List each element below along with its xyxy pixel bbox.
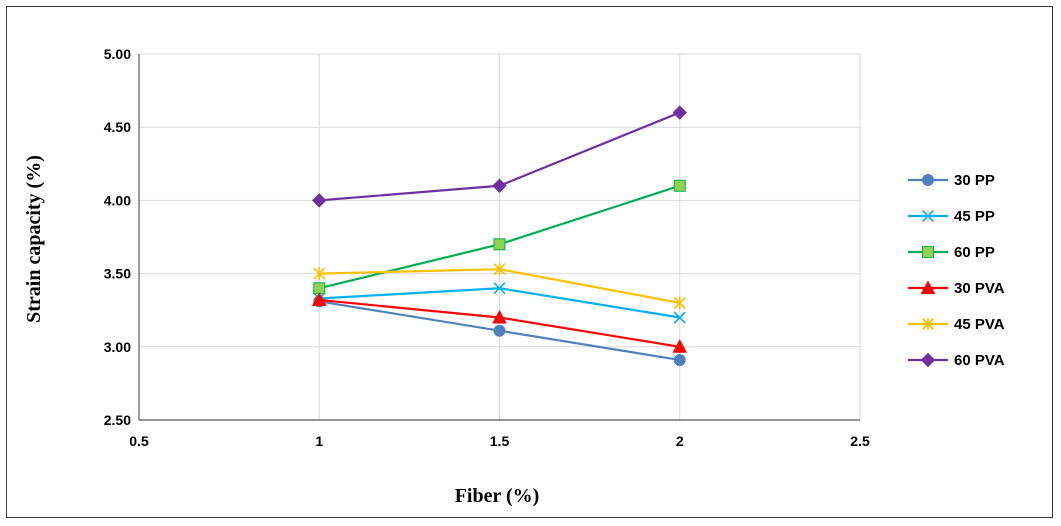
chart-frame (6, 6, 1053, 518)
gridlines (139, 53, 861, 420)
legend-item-30-pva: 30 PVA (908, 280, 1005, 297)
x-tick-label: 1.5 (490, 433, 510, 449)
x-axis-title: Fiber (%) (455, 485, 540, 507)
legend-item-45-pva: 45 PVA (908, 316, 1005, 333)
data-point-60-pva (312, 193, 327, 208)
y-tick-label: 2.50 (104, 412, 131, 428)
legend-item-60-pva: 60 PVA (908, 352, 1005, 369)
y-tick-labels: 2.50 3.00 3.50 4.00 4.50 5.00 (104, 46, 131, 428)
legend-label: 60 PP (954, 244, 995, 261)
legend-marker (922, 246, 934, 258)
series-45-pp (313, 282, 686, 324)
series-45-pva (313, 262, 686, 310)
legend-marker (920, 280, 936, 294)
x-tick-label: 0.5 (129, 433, 149, 449)
data-point-60-pp (493, 238, 506, 251)
legend: 30 PP 45 PP 60 PP 30 PVA 45 PVA 60 PVA (908, 172, 1005, 369)
data-point-30-pp (673, 353, 686, 366)
y-tick-label: 5.00 (104, 46, 131, 62)
data-point-60-pp (673, 179, 686, 192)
legend-label: 45 PP (954, 208, 995, 225)
data-point-30-pva (492, 309, 507, 324)
data-point-45-pp (493, 282, 506, 295)
series-30-pva (311, 292, 688, 353)
y-tick-label: 3.00 (104, 339, 131, 355)
y-tick-label: 4.00 (104, 192, 131, 208)
legend-item-30-pp: 30 PP (908, 172, 995, 189)
data-point-45-pp (673, 311, 686, 324)
legend-marker (920, 352, 936, 368)
data-point-45-pva (313, 267, 326, 281)
legend-marker (921, 317, 935, 331)
data-point-45-pva (493, 262, 506, 276)
legend-label: 60 PVA (954, 352, 1005, 369)
legend-label: 30 PVA (954, 280, 1005, 297)
x-tick-label: 2.5 (850, 433, 870, 449)
legend-label: 30 PP (954, 172, 995, 189)
y-tick-label: 3.50 (104, 266, 131, 282)
x-tick-label: 2 (676, 433, 684, 449)
data-point-60-pp (313, 282, 326, 295)
x-tick-labels: 0.5 1 1.5 2 2.5 (129, 433, 870, 449)
data-point-60-pva (672, 105, 687, 120)
x-tick-label: 1 (315, 433, 323, 449)
series-60-pva (312, 105, 687, 208)
y-axis-title: Strain capacity (%) (23, 155, 45, 323)
legend-marker (921, 209, 935, 223)
legend-label: 45 PVA (954, 316, 1005, 333)
data-point-30-pp (493, 324, 506, 337)
series-layer (311, 105, 688, 366)
axes (138, 54, 860, 421)
data-point-45-pva (673, 296, 686, 310)
legend-item-45-pp: 45 PP (908, 208, 995, 225)
data-point-30-pva (672, 339, 688, 353)
data-point-30-pva (311, 292, 327, 306)
data-point-60-pva (492, 178, 507, 193)
y-tick-label: 4.50 (104, 119, 131, 135)
legend-marker (922, 174, 934, 186)
legend-item-60-pp: 60 PP (908, 244, 995, 261)
